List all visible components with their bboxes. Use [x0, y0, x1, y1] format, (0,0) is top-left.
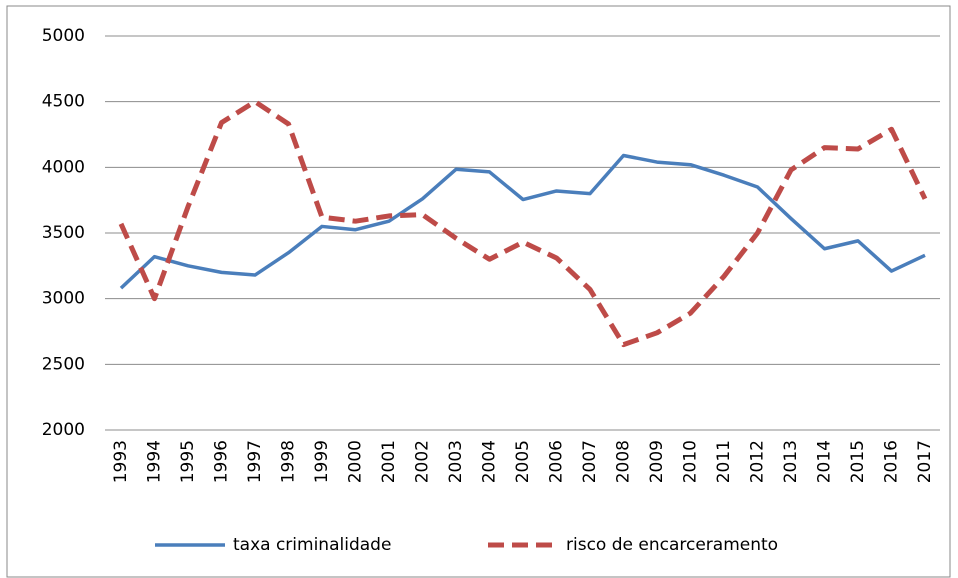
x-tick-label: 2015 [848, 440, 868, 483]
chart-frame [6, 5, 951, 578]
y-tick-label: 4000 [42, 157, 85, 177]
x-tick-label: 2005 [513, 440, 533, 483]
x-tick-label: 2000 [346, 440, 366, 483]
x-tick-label: 1994 [145, 440, 165, 483]
y-tick-label: 3000 [42, 289, 85, 309]
y-tick-label: 3500 [42, 223, 85, 243]
y-tick-label: 2000 [42, 420, 85, 440]
x-tick-label: 1996 [212, 440, 232, 483]
x-tick-label: 2003 [446, 440, 466, 483]
x-tick-label: 2014 [815, 440, 835, 483]
x-tick-label: 2017 [915, 440, 935, 483]
x-tick-label: 1995 [178, 440, 198, 483]
x-tick-label: 2004 [480, 440, 500, 483]
x-tick-label: 2008 [614, 440, 634, 483]
y-tick-label: 2500 [42, 354, 85, 374]
legend-label: taxa criminalidade [233, 535, 391, 555]
x-tick-label: 2007 [580, 440, 600, 483]
x-tick-label: 2009 [647, 440, 667, 483]
x-tick-label: 2012 [748, 440, 768, 483]
x-tick-label: 2006 [547, 440, 567, 483]
x-tick-label: 1998 [279, 440, 299, 483]
x-tick-label: 2013 [781, 440, 801, 483]
x-tick-label: 2010 [681, 440, 701, 483]
x-tick-label: 1993 [111, 440, 131, 483]
x-tick-label: 2002 [413, 440, 433, 483]
x-tick-label: 2016 [882, 440, 902, 483]
legend-label: risco de encarceramento [566, 535, 778, 555]
x-tick-label: 2011 [714, 440, 734, 483]
x-tick-label: 2001 [379, 440, 399, 483]
y-tick-label: 4500 [42, 92, 85, 112]
series-line [119, 153, 926, 290]
x-tick-label: 1997 [245, 440, 265, 483]
series-line [118, 99, 928, 348]
x-tick-label: 1999 [312, 440, 332, 483]
y-tick-label: 5000 [42, 26, 85, 46]
